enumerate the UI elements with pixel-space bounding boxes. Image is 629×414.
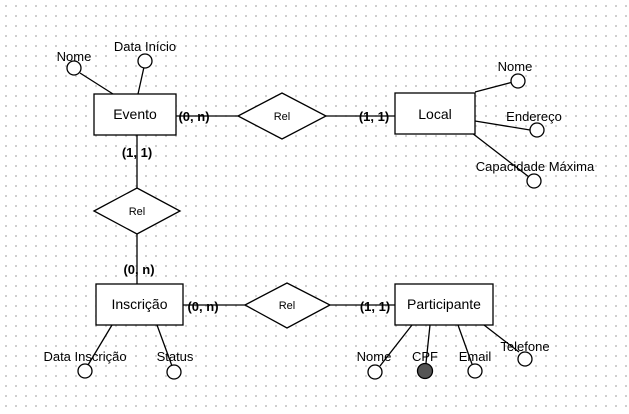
attribute-evento-datainicio-circle[interactable] — [137, 53, 153, 69]
attribute-inscricao-status-label: Status — [157, 349, 194, 364]
entity-inscricao[interactable]: Inscrição — [95, 283, 184, 326]
connector-participante-telefone — [483, 324, 520, 353]
connector-inscricao-data — [87, 324, 113, 366]
entity-participante[interactable]: Participante — [394, 283, 494, 326]
attribute-local-capacidade-label: Capacidade Máxima — [476, 159, 595, 174]
connector-evento-datainicio — [137, 66, 145, 95]
attribute-local-endereco-circle[interactable] — [529, 122, 545, 138]
attribute-inscricao-data-label: Data Inscrição — [43, 349, 126, 364]
entity-local[interactable]: Local — [394, 92, 476, 135]
connector-local-nome — [474, 81, 514, 93]
entity-inscricao-label: Inscrição — [111, 296, 167, 312]
relationship-inscricao-participante[interactable]: Rel — [243, 282, 332, 329]
cardinality-evento-inscricao: (1, 1) — [122, 145, 152, 160]
attribute-evento-nome-circle[interactable] — [66, 60, 82, 76]
attribute-markers — [66, 53, 545, 380]
relationship-evento-local-label: Rel — [274, 111, 291, 123]
relationship-inscricao-participante-label: Rel — [279, 300, 296, 312]
attribute-participante-email-label: Email — [459, 349, 492, 364]
entity-participante-label: Participante — [407, 296, 481, 312]
relationship-evento-inscricao-label: Rel — [129, 206, 146, 218]
attribute-inscricao-status-circle[interactable] — [166, 364, 182, 380]
connector-participante-cpf — [425, 324, 431, 364]
attribute-inscricao-data-circle[interactable] — [77, 363, 93, 379]
attribute-local-nome-circle[interactable] — [510, 73, 526, 89]
connectors — [79, 66, 531, 367]
connector-local-capacidade — [471, 132, 530, 178]
connector-inscricao-status — [156, 324, 173, 367]
attribute-local-nome-label: Nome — [498, 59, 533, 74]
entity-local-label: Local — [418, 106, 451, 122]
entity-evento-label: Evento — [113, 106, 157, 122]
attribute-evento-nome-label: Nome — [57, 49, 92, 64]
attribute-participante-telefone-label: Telefone — [500, 339, 549, 354]
connector-local-endereco — [474, 120, 531, 131]
attribute-participante-email-circle[interactable] — [467, 363, 483, 379]
attribute-participante-nome-circle[interactable] — [367, 364, 383, 380]
attribute-local-endereco-label: Endereço — [506, 109, 562, 124]
cardinality-local-evento: (1, 1) — [359, 109, 389, 124]
connector-evento-nome — [79, 72, 114, 95]
attribute-participante-cpf-label: CPF — [412, 349, 438, 364]
cardinality-participante-inscricao: (1, 1) — [360, 299, 390, 314]
cardinality-inscricao-participante: (0, n) — [187, 299, 218, 314]
cardinality-evento-local: (0, n) — [178, 109, 209, 124]
relationship-evento-inscricao[interactable]: Rel — [92, 187, 182, 235]
attribute-local-capacidade-circle[interactable] — [526, 173, 542, 189]
attribute-evento-datainicio-label: Data Início — [114, 39, 176, 54]
attribute-participante-nome-label: Nome — [357, 349, 392, 364]
relationship-evento-local[interactable]: Rel — [236, 92, 328, 140]
cardinality-labels: (0, n) (1, 1) (1, 1) (0, n) (0, n) (1, 1… — [122, 109, 390, 314]
attribute-participante-telefone-circle[interactable] — [517, 351, 533, 367]
key-attribute-participante-cpf-circle[interactable] — [416, 362, 434, 380]
attribute-labels: Nome Data Início Nome Endereço Capacidad… — [43, 39, 595, 364]
connector-participante-nome — [379, 324, 413, 367]
connector-participante-email — [457, 324, 473, 365]
cardinality-inscricao-evento: (0, n) — [123, 262, 154, 277]
entity-evento[interactable]: Evento — [93, 93, 177, 136]
